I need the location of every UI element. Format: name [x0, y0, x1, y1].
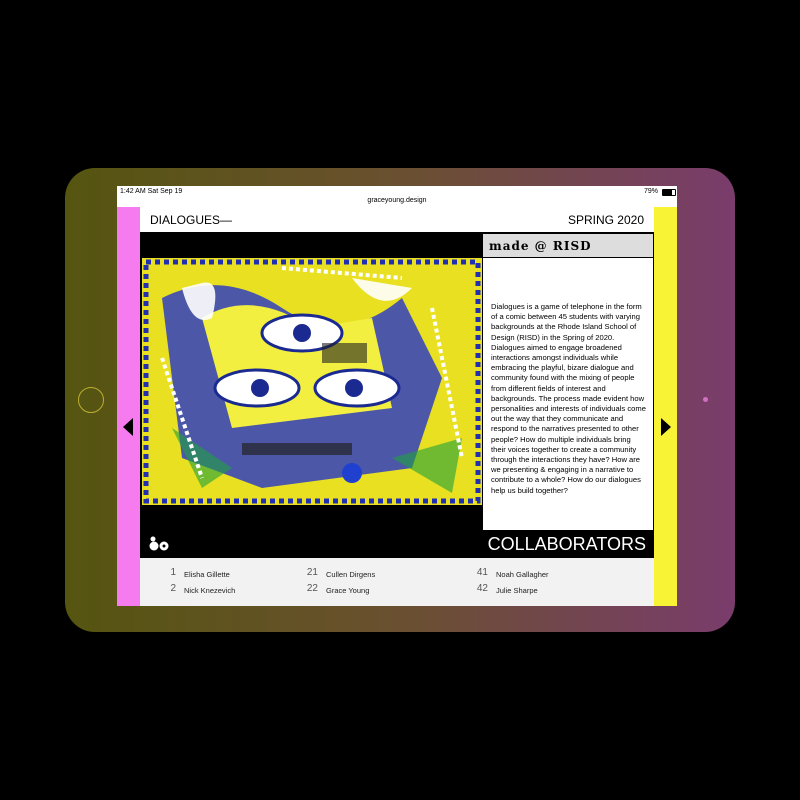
collaborator-number: 2 [170, 583, 176, 594]
battery-text: 79% [644, 188, 659, 195]
collaborators-title: COLLABORATORS [487, 534, 646, 554]
url[interactable]: graceyoung.design [367, 197, 427, 204]
screen: 1:42 AM Sat Sep 19 79% graceyoung.design… [117, 186, 677, 606]
camera [703, 397, 708, 402]
collaborator-name: Cullen Dirgens [326, 570, 376, 579]
prev-arrow[interactable] [117, 207, 140, 606]
collaborator-name: Julie Sharpe [496, 586, 538, 595]
side-strip [654, 207, 677, 606]
collaborator-name: Elisha Gillette [184, 570, 230, 579]
collaborator-number: 1 [170, 567, 176, 578]
collaborator-list: 1 Elisha Gillette 2 Nick Knezevich 21 Cullen … [140, 558, 654, 606]
collaborator-number: 41 [476, 567, 488, 578]
collaborator-name: Nick Knezevich [184, 586, 236, 595]
description: Dialogues is a game of telephone in the … [491, 302, 646, 495]
header: DIALOGUES— SPRING 2020 [140, 207, 654, 233]
collaborator-name: Grace Young [326, 586, 370, 595]
collaborator-number: 42 [476, 583, 488, 594]
status-time: 1:42 AM Sat Sep 19 [120, 188, 183, 195]
collaborator-number: 22 [306, 583, 318, 594]
season: SPRING 2020 [567, 213, 644, 227]
description-panel: made @ RISD Dialogues is a game of telep… [483, 234, 653, 530]
project-title: DIALOGUES— [150, 213, 233, 227]
collaborator-name: Noah Gallagher [496, 570, 549, 579]
artwork [142, 258, 482, 505]
next-arrow[interactable] [654, 207, 677, 606]
content: made @ RISD Dialogues is a game of telep… [140, 232, 654, 558]
collaborator-number: 21 [306, 567, 318, 578]
panel-heading: made @ RISD [483, 234, 653, 258]
side-strip [117, 207, 140, 606]
battery-icon [662, 189, 676, 196]
logo [149, 536, 169, 551]
home-button[interactable] [78, 387, 104, 413]
